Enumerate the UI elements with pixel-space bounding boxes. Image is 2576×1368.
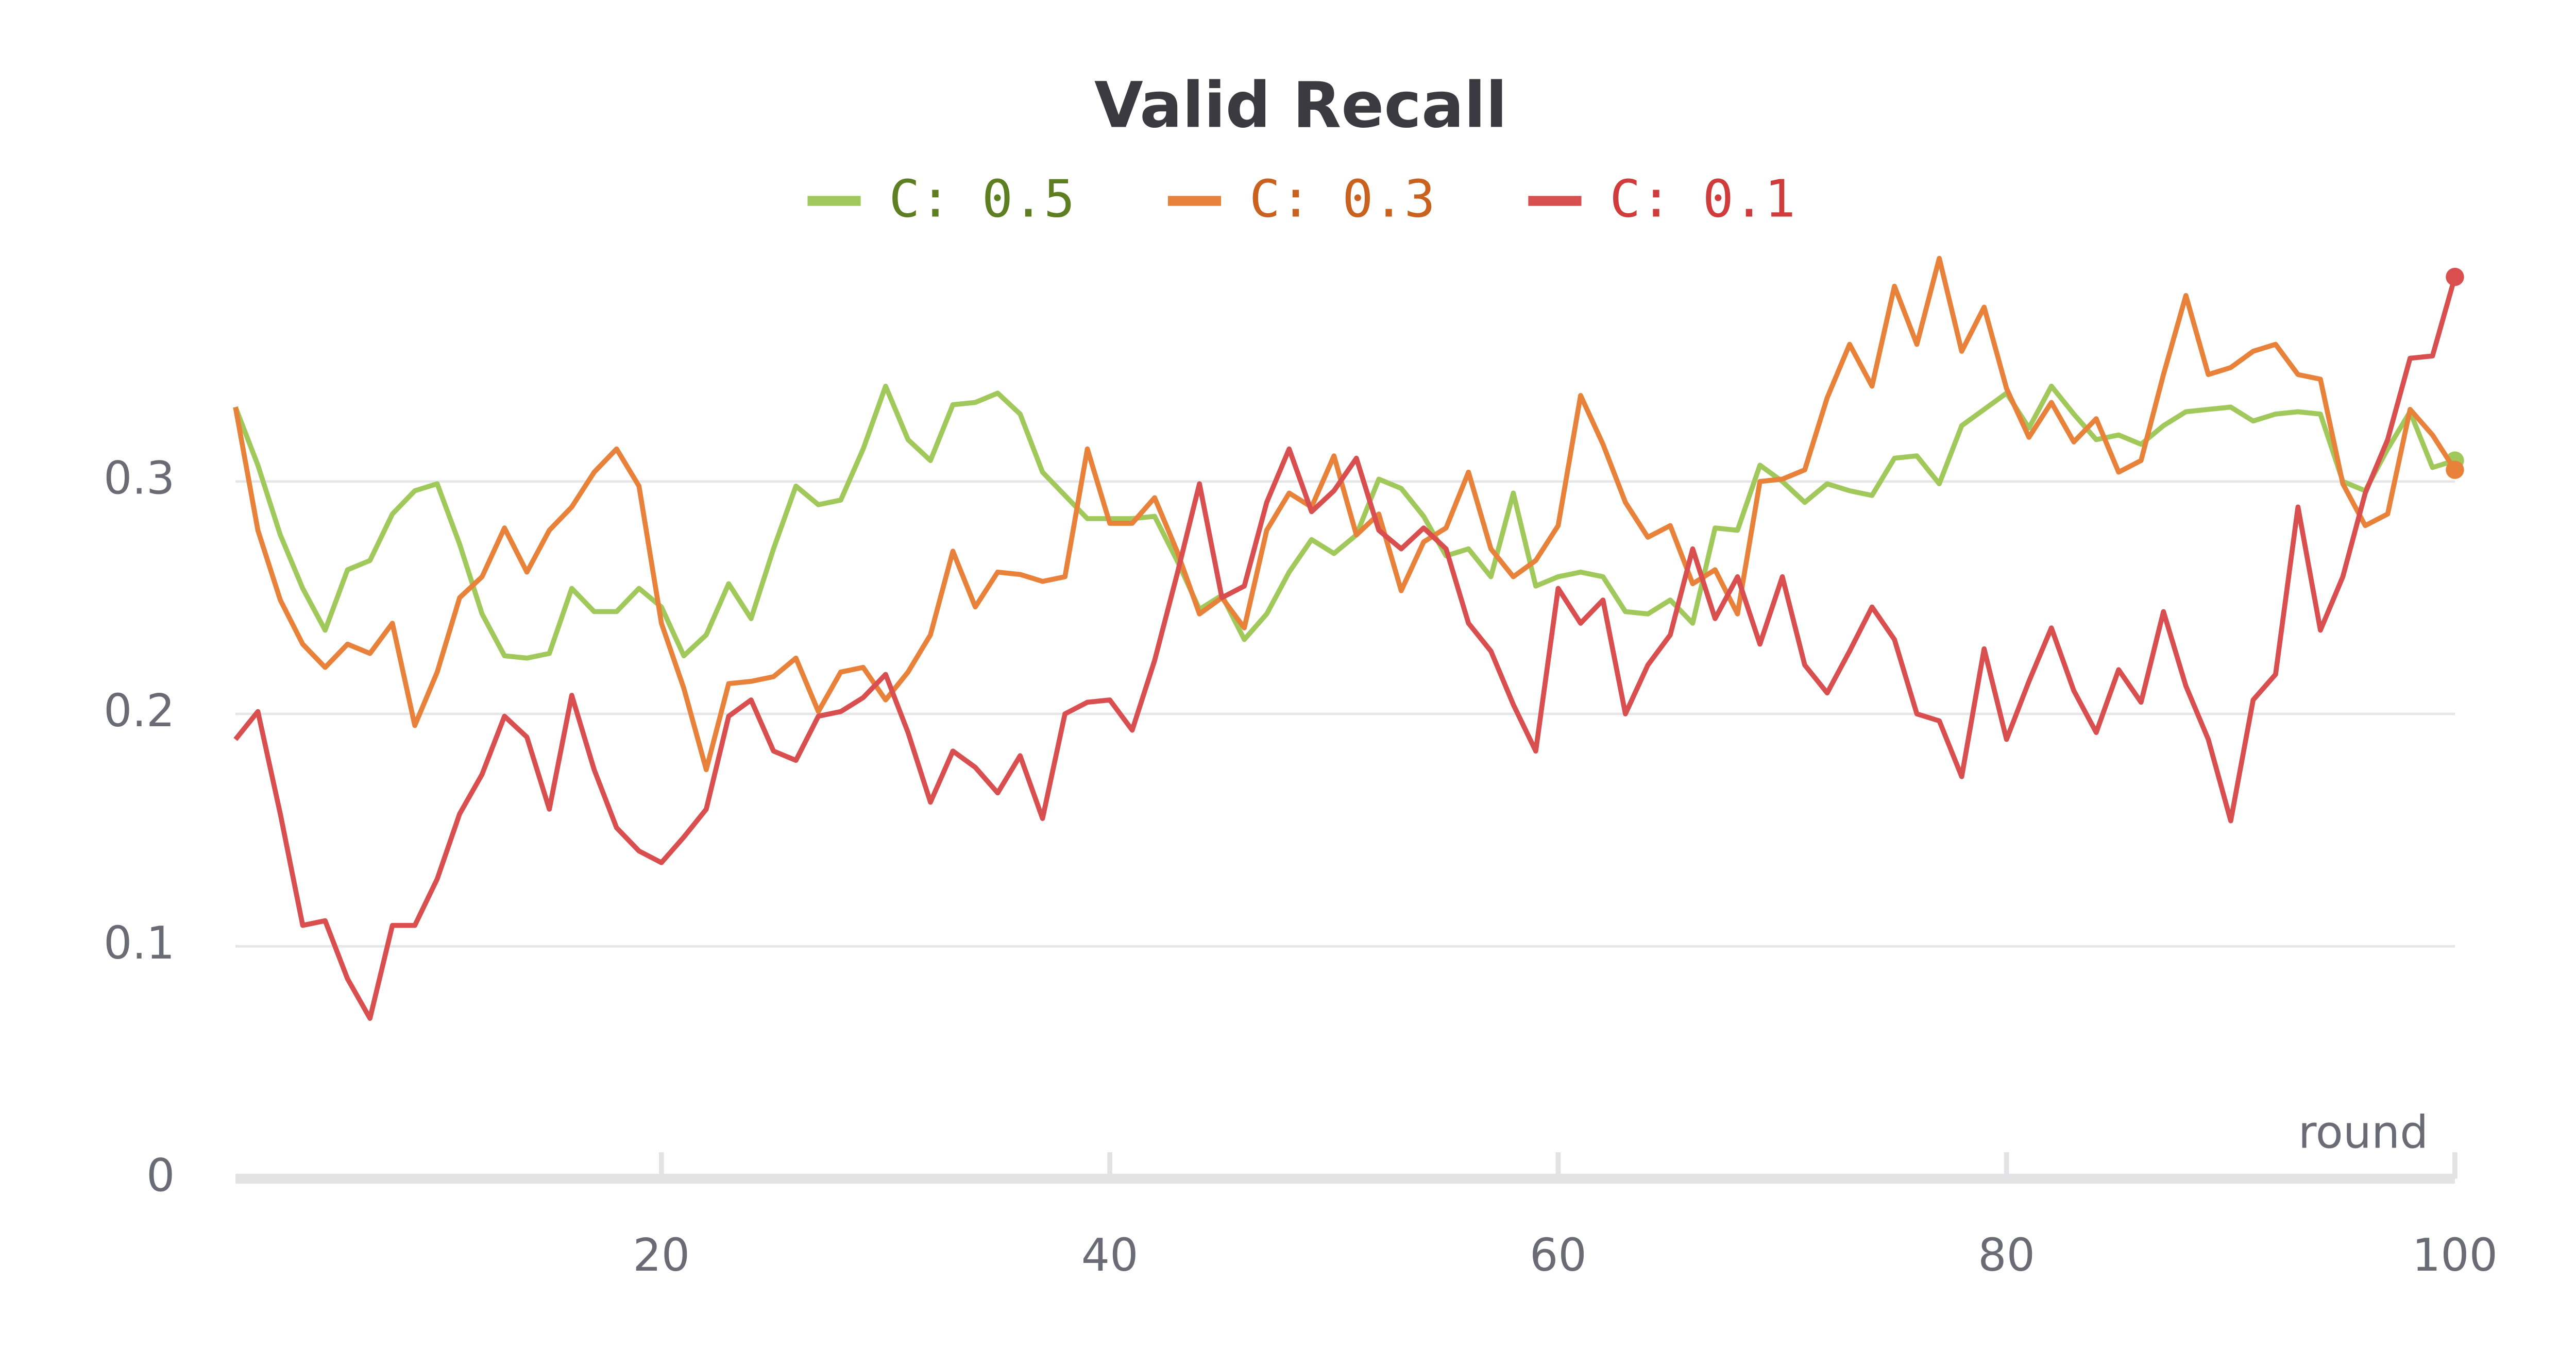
y-tick-label: 0.3 [104, 452, 175, 505]
series-line [233, 383, 2456, 661]
y-tick-label: 0.2 [104, 685, 175, 737]
chart-title: Valid Recall [1094, 68, 1507, 142]
y-tick-label: 0.1 [104, 917, 175, 969]
series-line [233, 276, 2458, 1021]
x-tick-label: 100 [2412, 1229, 2498, 1281]
legend-label: C: 0.1 [1609, 169, 1795, 229]
legend-label: C: 0.3 [1249, 169, 1435, 229]
x-tick-label: 40 [1081, 1229, 1139, 1281]
x-axis-label: round [2298, 1106, 2429, 1159]
legend-label: C: 0.5 [889, 169, 1075, 229]
series-line [233, 255, 2458, 773]
end-point [2446, 460, 2464, 479]
x-tick-label: 80 [1978, 1229, 2035, 1281]
y-tick-label: 0 [146, 1149, 175, 1202]
x-tick-label: 60 [1530, 1229, 1587, 1281]
x-tick-label: 20 [633, 1229, 690, 1281]
end-point [2446, 267, 2464, 286]
